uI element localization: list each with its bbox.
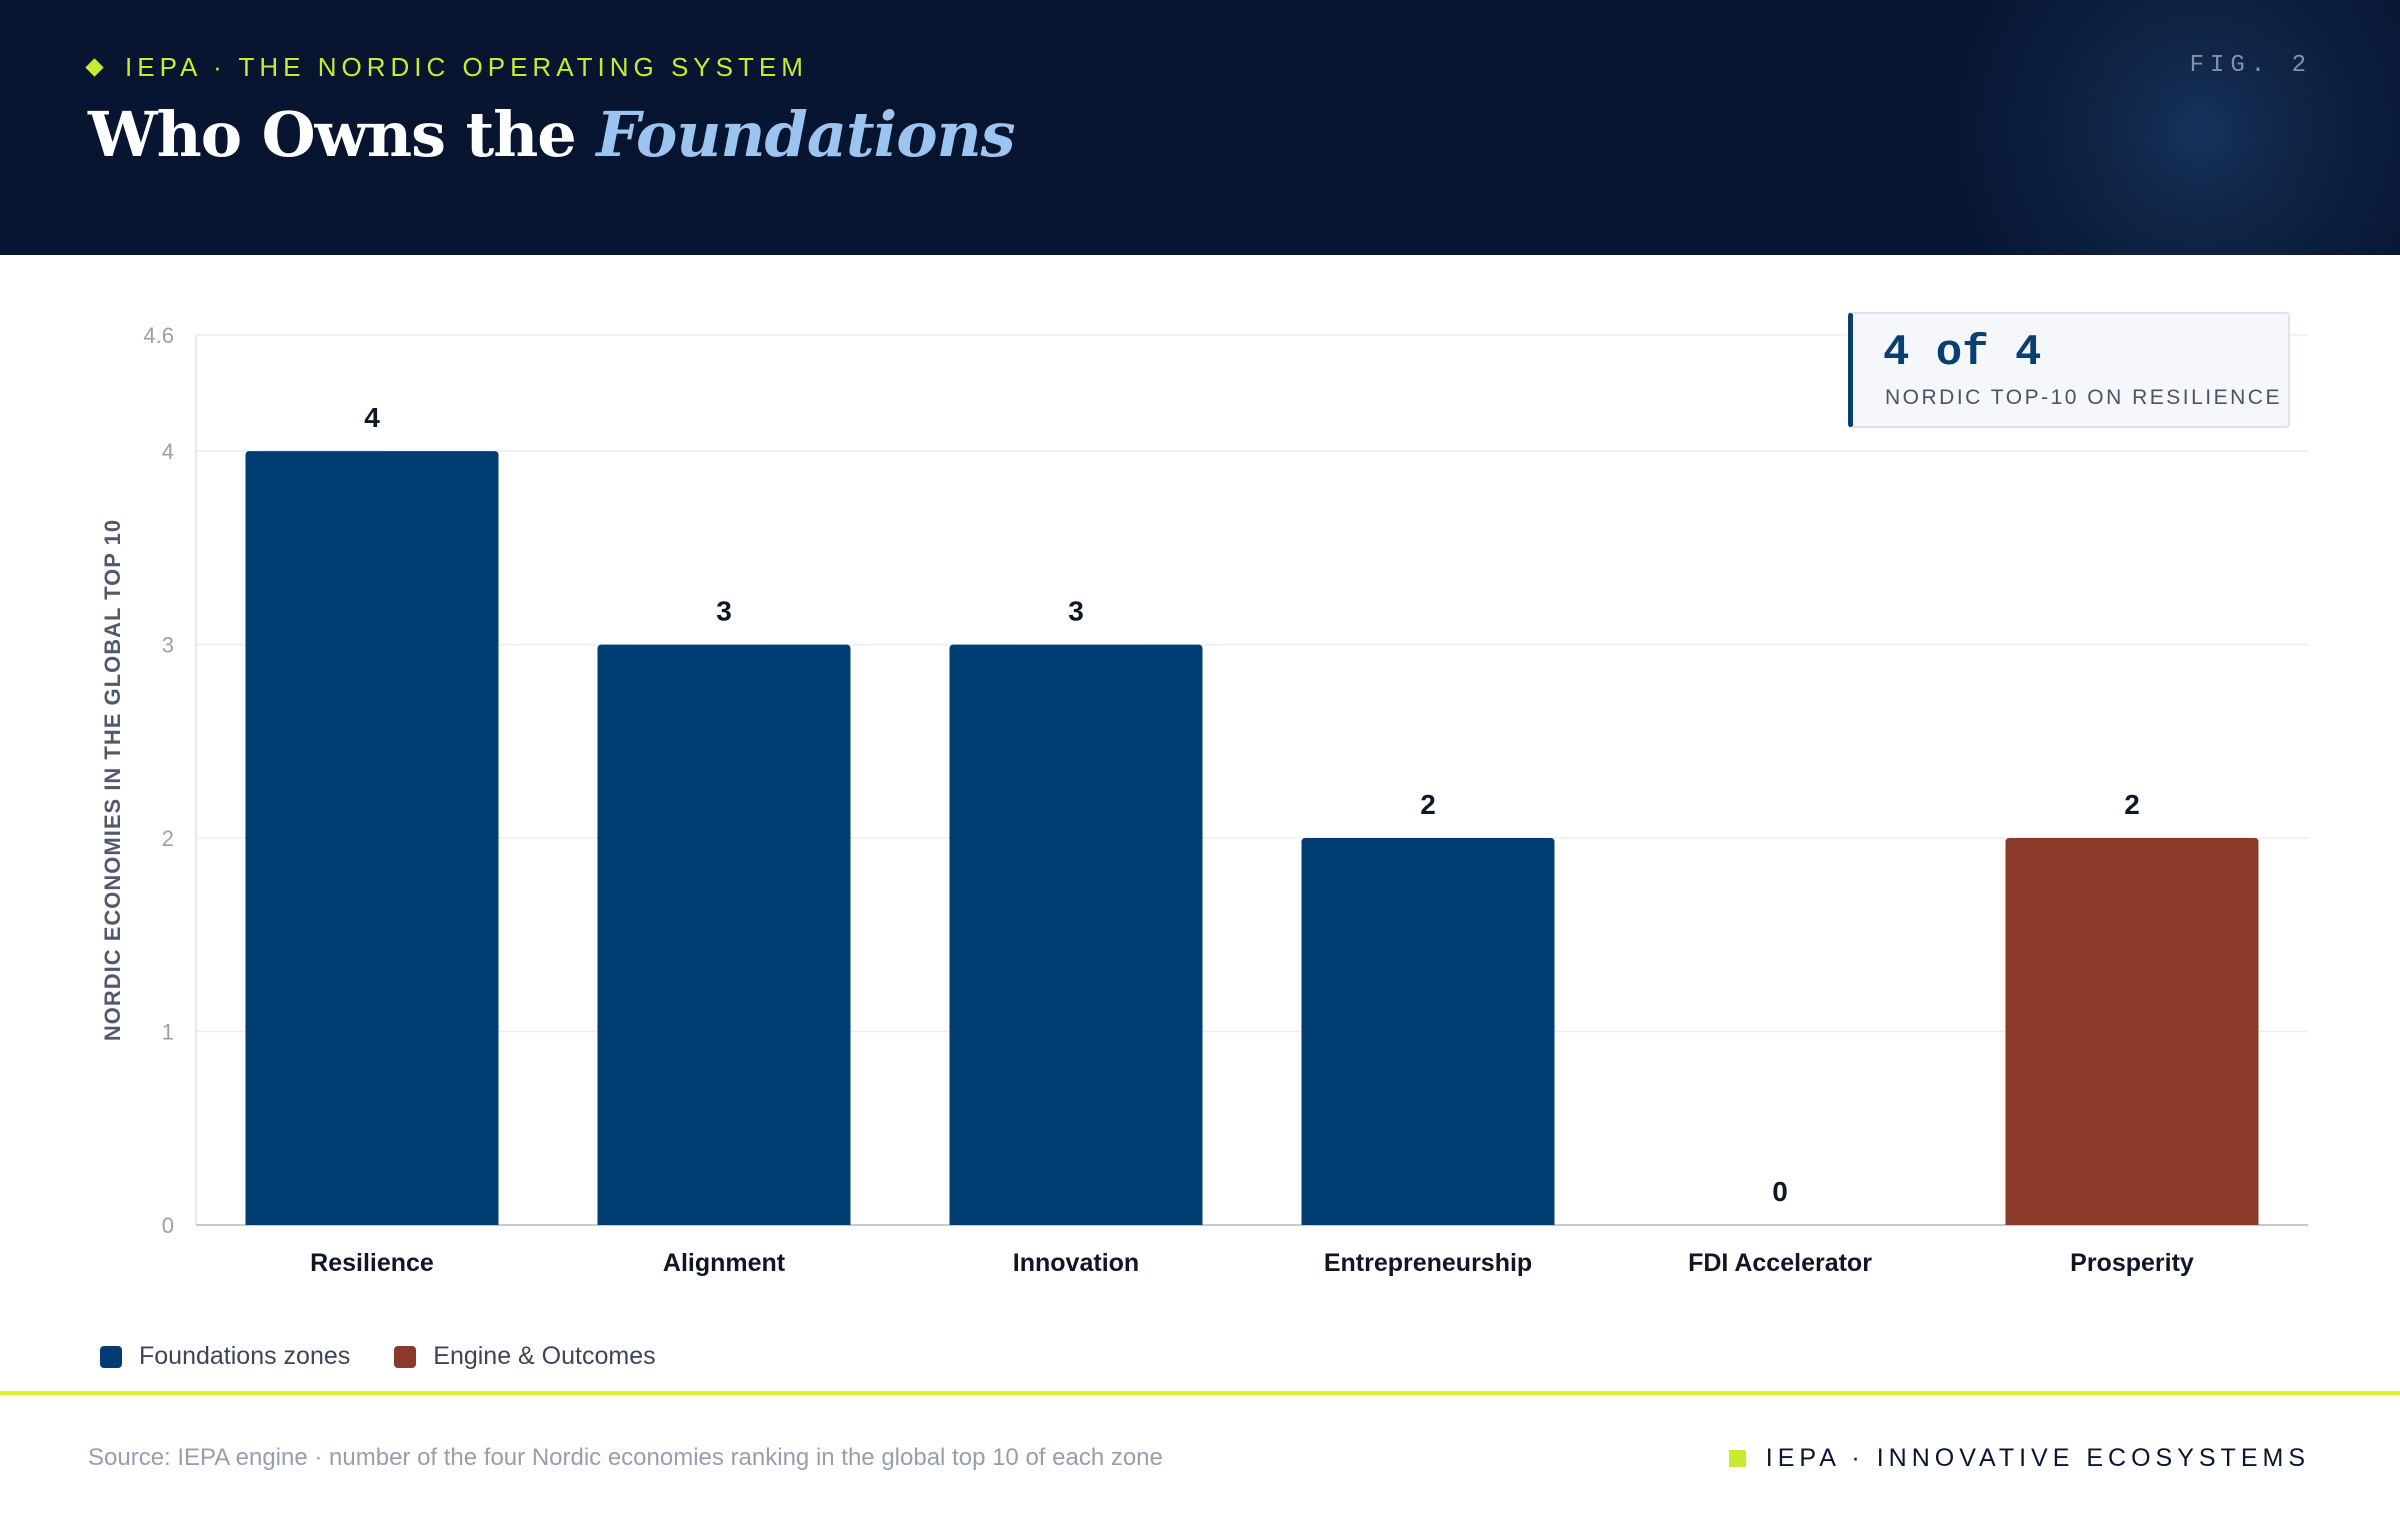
bar-value-label: 0 (1772, 1176, 1788, 1207)
kicker: IEPA · THE NORDIC OPERATING SYSTEM (85, 50, 808, 84)
badge-caption: NORDIC TOP-10 ON RESILIENCE (1885, 386, 2282, 409)
figure-label: FIG. 2 (2189, 52, 2312, 79)
x-tick-label: FDI Accelerator (1688, 1249, 1872, 1277)
legend-swatch-engine (394, 1345, 417, 1368)
y-tick-label: 4.6 (143, 323, 174, 348)
footer-divider (0, 1391, 2400, 1395)
source-note: Source: IEPA engine · number of the four… (88, 1444, 1163, 1471)
y-tick-label: 3 (162, 633, 174, 658)
y-tick-label: 0 (162, 1213, 174, 1238)
y-tick-label: 4 (162, 439, 174, 464)
square-icon (1728, 1450, 1746, 1467)
bar-chart: 0 1 2 3 4 4.6 NORDIC ECONOMIES IN THE GLOBAL T… (100, 323, 2308, 1277)
y-tick-label: 1 (162, 1020, 174, 1045)
bar-value-label: 4 (364, 402, 380, 433)
x-tick-label: Entrepreneurship (1324, 1249, 1532, 1277)
diamond-icon (85, 57, 104, 77)
page-title: Who Owns the Foundations (88, 98, 1016, 171)
x-tick-label: Innovation (1013, 1249, 1139, 1277)
badge-value: 4 of 4 (1883, 328, 2042, 378)
brand-text: IEPA · INNOVATIVE ECOSYSTEMS (1765, 1444, 2310, 1472)
legend-swatch-foundations (100, 1345, 122, 1368)
x-tick-label: Prosperity (2070, 1249, 2194, 1277)
bar-alignment (597, 644, 851, 1225)
bar-value-label: 3 (716, 596, 732, 627)
legend-item-foundations: Foundations zones (100, 1342, 350, 1371)
y-tick-label: 2 (162, 826, 174, 851)
bar-prosperity (2005, 838, 2259, 1225)
y-axis-label: NORDIC ECONOMIES IN THE GLOBAL TOP 10 (100, 519, 125, 1041)
brand-mark: IEPA · INNOVATIVE ECOSYSTEMS (1728, 1444, 2310, 1473)
bar-value-label: 2 (1420, 789, 1436, 820)
bar-resilience (245, 451, 499, 1226)
legend-item-engine: Engine & Outcomes (394, 1342, 656, 1371)
bar-value-label: 2 (2124, 789, 2140, 820)
title-accent: Foundations (596, 98, 1015, 171)
header-banner: IEPA · THE NORDIC OPERATING SYSTEM FIG. … (0, 0, 2400, 255)
title-main: Who Owns the (88, 98, 577, 171)
legend-label-engine: Engine & Outcomes (433, 1342, 656, 1370)
x-tick-label: Alignment (663, 1249, 786, 1277)
x-tick-label: Resilience (310, 1249, 434, 1277)
bar-entrepreneurship (1301, 838, 1555, 1225)
legend-label-foundations: Foundations zones (139, 1342, 351, 1370)
bar-value-label: 3 (1068, 596, 1084, 627)
kicker-text: IEPA · THE NORDIC OPERATING SYSTEM (125, 51, 808, 82)
highlight-badge: 4 of 4 NORDIC TOP-10 ON RESILIENCE (1848, 312, 2290, 428)
chart-legend: Foundations zones Engine & Outcomes (100, 1342, 700, 1371)
bar-innovation (949, 644, 1203, 1225)
